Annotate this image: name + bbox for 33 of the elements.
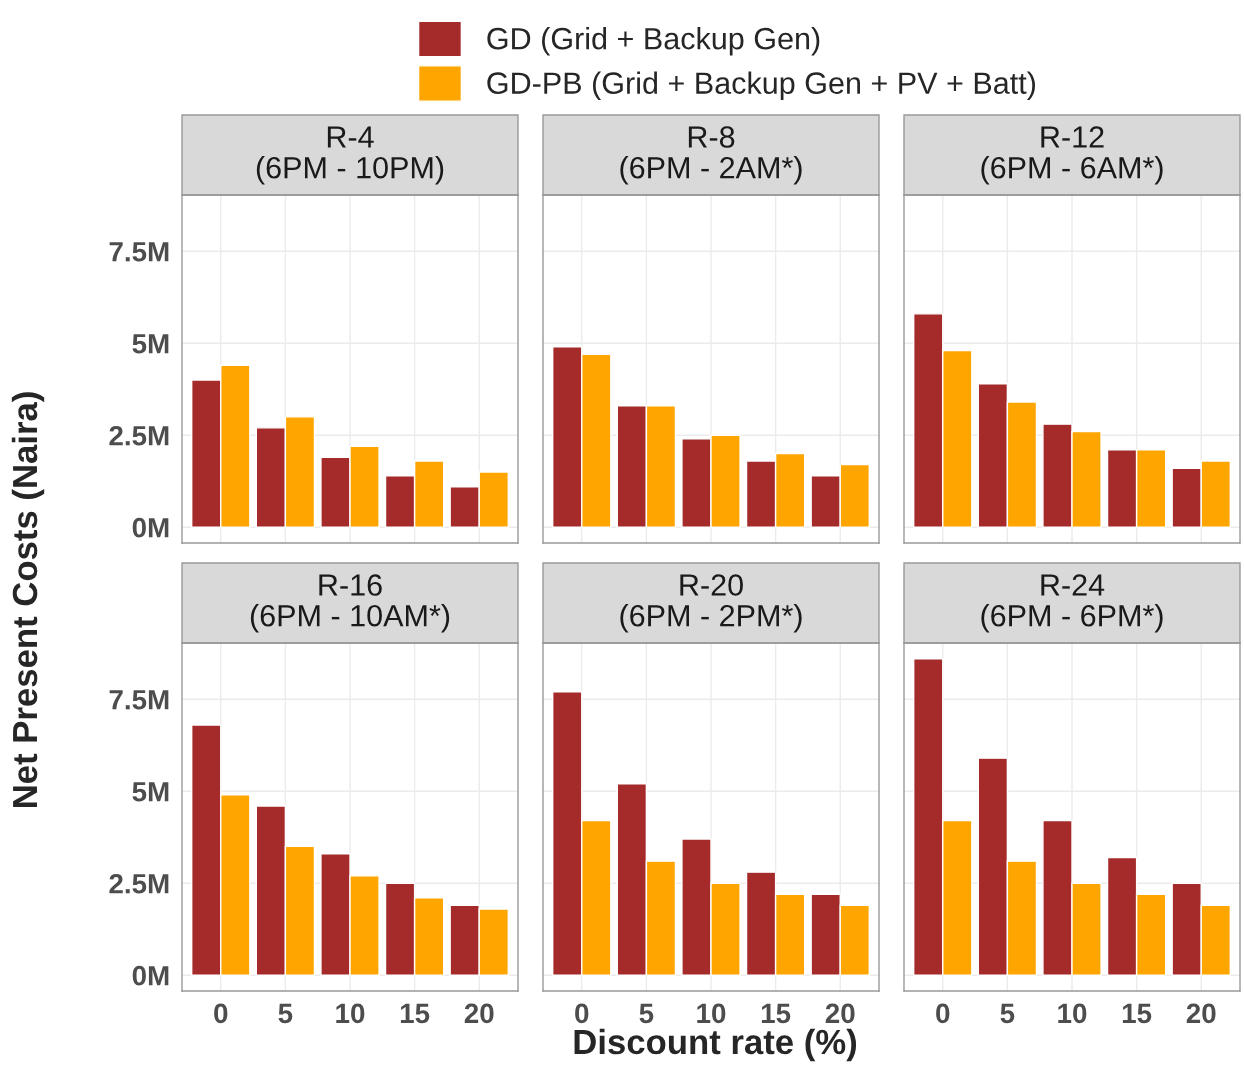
y-tick-label: 7.5M <box>109 690 169 710</box>
x-tick-label: 0 <box>936 1003 950 1024</box>
x-tick-label: 15 <box>1122 1003 1152 1024</box>
x-tick-label: 20 <box>825 1003 855 1024</box>
x-tick-label: 0 <box>575 1003 589 1024</box>
chart-title: R-4 (6PM - 10PM) <box>256 126 444 185</box>
legend-label: GD-PB (Grid + Backup Gen + PV + Batt) <box>487 71 1035 100</box>
y-tick-label: 7.5M <box>109 242 169 262</box>
x-axis-title: Discount rate (%) <box>574 1028 857 1062</box>
x-tick-label: 15 <box>400 1003 430 1024</box>
y-tick-label: 5M <box>132 782 169 802</box>
y-tick-label: 2.5M <box>109 873 169 894</box>
x-tick-label: 15 <box>761 1003 791 1024</box>
y-axis-title: Net Present Costs (Naira) <box>11 392 45 808</box>
x-tick-label: 20 <box>464 1003 494 1024</box>
x-tick-label: 10 <box>336 1003 365 1024</box>
legend-label: GD (Grid + Backup Gen) <box>487 27 820 56</box>
chart-title: R-16 (6PM - 10AM*) <box>250 574 450 633</box>
x-tick-label: 10 <box>1058 1003 1087 1024</box>
x-tick-label: 20 <box>1186 1003 1216 1024</box>
x-tick-label: 0 <box>214 1003 228 1024</box>
chart-title: R-24 (6PM - 6PM*) <box>981 574 1163 633</box>
x-tick-label: 5 <box>639 1003 654 1024</box>
x-tick-label: 5 <box>1000 1003 1015 1024</box>
x-tick-label: 10 <box>697 1003 726 1024</box>
y-tick-label: 2.5M <box>109 425 169 446</box>
chart-title: R-8 (6PM - 2AM*) <box>620 126 802 185</box>
y-tick-label: 0M <box>132 517 169 538</box>
y-tick-label: 0M <box>132 965 169 986</box>
y-tick-label: 5M <box>132 334 169 354</box>
chart-title: R-20 (6PM - 2PM*) <box>620 574 802 633</box>
x-tick-label: 5 <box>278 1003 293 1024</box>
chart-title: R-12 (6PM - 6AM*) <box>981 126 1163 185</box>
